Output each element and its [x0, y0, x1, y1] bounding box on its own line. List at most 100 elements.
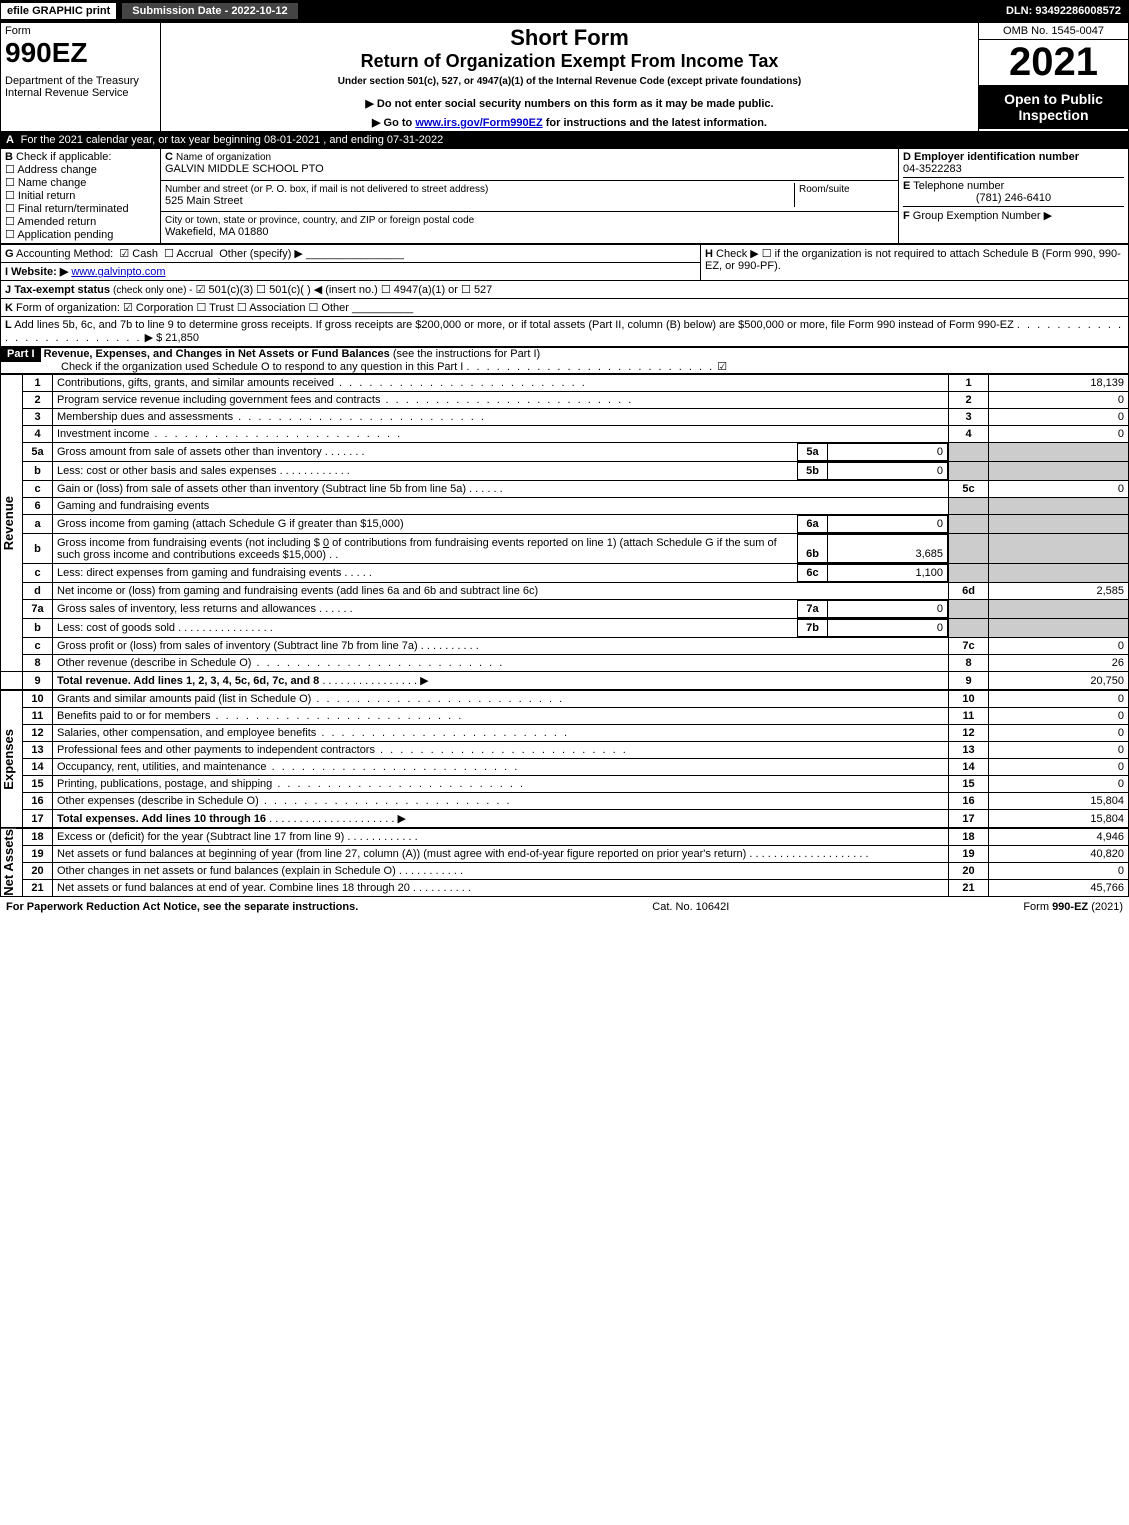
line21-num: 21 — [23, 880, 53, 897]
section-e-label: E — [903, 180, 910, 192]
check-initial-return[interactable]: Initial return — [5, 189, 156, 202]
line19-num: 19 — [23, 846, 53, 863]
line3-box: 3 — [949, 409, 989, 426]
line20-box: 20 — [949, 863, 989, 880]
line6-num: 6 — [23, 498, 53, 515]
check-amended-return[interactable]: Amended return — [5, 215, 156, 228]
page-footer: For Paperwork Reduction Act Notice, see … — [0, 897, 1129, 917]
website-link[interactable]: www.galvinpto.com — [71, 266, 165, 278]
line9-box: 9 — [949, 672, 989, 690]
open-to-public: Open to Public Inspection — [979, 85, 1128, 129]
short-form-title: Short Form — [165, 25, 974, 51]
section-f-label: F — [903, 210, 910, 222]
footer-left: For Paperwork Reduction Act Notice, see … — [6, 901, 358, 913]
line15-num: 15 — [23, 776, 53, 793]
line3-text: Membership dues and assessments — [57, 411, 233, 423]
check-final-return[interactable]: Final return/terminated — [5, 202, 156, 215]
line7c-val: 0 — [989, 638, 1129, 655]
line6c-num: c — [23, 564, 53, 583]
line9-num: 9 — [23, 672, 53, 690]
tax-exempt-options[interactable]: ☑ 501(c)(3) ☐ 501(c)( ) ◀ (insert no.) ☐… — [196, 284, 493, 296]
line7b-subbox: 7b — [798, 620, 828, 637]
line14-box: 14 — [949, 759, 989, 776]
tax-exempt-sub: (check only one) - — [113, 285, 192, 296]
line6b-subval: 3,685 — [828, 535, 948, 563]
ein-heading: Employer identification number — [914, 151, 1079, 163]
line7b-subval: 0 — [828, 620, 948, 637]
line7c-num: c — [23, 638, 53, 655]
line7c-box: 7c — [949, 638, 989, 655]
line9-val: 20,750 — [989, 672, 1129, 690]
line1-num: 1 — [23, 375, 53, 392]
line2-text: Program service revenue including govern… — [57, 394, 380, 406]
line6d-box: 6d — [949, 583, 989, 600]
telephone-heading: Telephone number — [913, 180, 1004, 192]
line20-text: Other changes in net assets or fund bala… — [57, 865, 396, 877]
line13-box: 13 — [949, 742, 989, 759]
line6-text: Gaming and fundraising events — [57, 500, 209, 512]
revenue-table: Revenue 1 Contributions, gifts, grants, … — [0, 374, 1129, 690]
line6b-underline: 0 — [323, 537, 329, 549]
line5a-subbox: 5a — [798, 444, 828, 461]
section-h-label: H — [705, 248, 713, 260]
line7a-subval: 0 — [828, 601, 948, 618]
line19-val: 40,820 — [989, 846, 1129, 863]
section-i-label: I — [5, 266, 8, 278]
line21-box: 21 — [949, 880, 989, 897]
city-value: Wakefield, MA 01880 — [165, 226, 269, 238]
line7a-subbox: 7a — [798, 601, 828, 618]
line7a-text: Gross sales of inventory, less returns a… — [57, 603, 316, 615]
line10-box: 10 — [949, 691, 989, 708]
submission-date: Submission Date - 2022-10-12 — [121, 2, 298, 20]
omb-number: OMB No. 1545-0047 — [979, 23, 1128, 40]
line10-text: Grants and similar amounts paid (list in… — [57, 693, 311, 705]
line5c-num: c — [23, 481, 53, 498]
line20-num: 20 — [23, 863, 53, 880]
line6c-subval: 1,100 — [828, 565, 948, 582]
line2-num: 2 — [23, 392, 53, 409]
line11-text: Benefits paid to or for members — [57, 710, 210, 722]
group-exemption-arrow: ▶ — [1044, 210, 1052, 222]
part-i-check-mark[interactable]: ☑ — [717, 361, 727, 373]
check-address-change[interactable]: Address change — [5, 163, 156, 176]
line19-text: Net assets or fund balances at beginning… — [57, 848, 746, 860]
irs-link[interactable]: www.irs.gov/Form990EZ — [415, 117, 542, 129]
top-bar: efile GRAPHIC print Submission Date - 20… — [0, 0, 1129, 22]
check-name-change[interactable]: Name change — [5, 176, 156, 189]
line11-val: 0 — [989, 708, 1129, 725]
ein-value: 04-3522283 — [903, 163, 1124, 175]
line15-box: 15 — [949, 776, 989, 793]
other-specify-label: Other (specify) ▶ — [219, 248, 303, 260]
section-a-bar: A For the 2021 calendar year, or tax yea… — [0, 132, 1129, 148]
line1-box: 1 — [949, 375, 989, 392]
revenue-side-label: Revenue — [1, 496, 16, 550]
check-accrual[interactable]: Accrual — [164, 248, 213, 260]
line17-box: 17 — [949, 810, 989, 828]
form-org-options[interactable]: ☑ Corporation ☐ Trust ☐ Association ☐ Ot… — [123, 302, 413, 314]
line14-val: 0 — [989, 759, 1129, 776]
line1-text: Contributions, gifts, grants, and simila… — [57, 377, 334, 389]
check-application-pending[interactable]: Application pending — [5, 228, 156, 241]
line5c-text: Gain or (loss) from sale of assets other… — [57, 483, 466, 495]
form-org-heading: Form of organization: — [16, 302, 120, 314]
line19-box: 19 — [949, 846, 989, 863]
section-h-text: Check ▶ ☐ if the organization is not req… — [705, 248, 1121, 272]
line6d-num: d — [23, 583, 53, 600]
line17-val: 15,804 — [989, 810, 1129, 828]
section-k-label: K — [5, 302, 13, 314]
line6d-val: 2,585 — [989, 583, 1129, 600]
name-of-org-label: Name of organization — [176, 152, 271, 163]
line16-val: 15,804 — [989, 793, 1129, 810]
expenses-side-label: Expenses — [1, 729, 16, 790]
line15-val: 0 — [989, 776, 1129, 793]
line11-num: 11 — [23, 708, 53, 725]
line21-val: 45,766 — [989, 880, 1129, 897]
line11-box: 11 — [949, 708, 989, 725]
check-cash[interactable]: Cash — [119, 248, 158, 260]
group-exemption-heading: Group Exemption Number — [913, 210, 1041, 222]
part-i-check-text: Check if the organization used Schedule … — [61, 361, 463, 373]
line2-val: 0 — [989, 392, 1129, 409]
line13-text: Professional fees and other payments to … — [57, 744, 375, 756]
line6a-num: a — [23, 515, 53, 534]
section-l-amount-prefix: ▶ $ — [145, 332, 166, 344]
